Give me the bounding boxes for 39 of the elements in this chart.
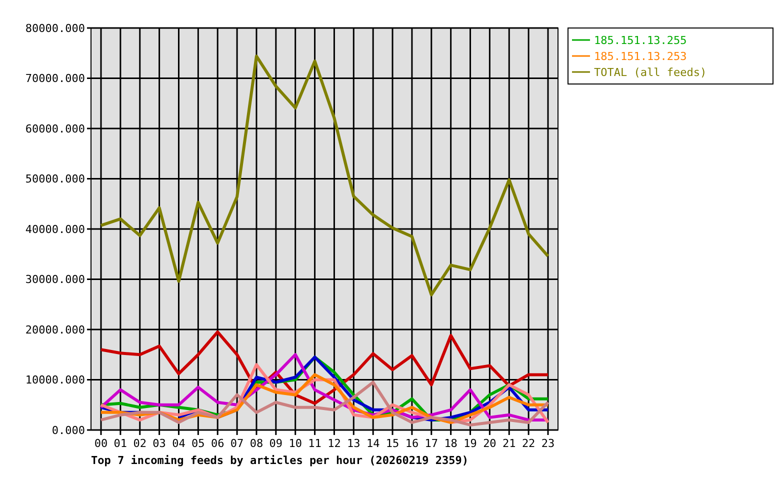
x-tick-label: 13 <box>347 437 360 450</box>
x-tick-label: 15 <box>386 437 400 450</box>
x-tick-label: 02 <box>133 437 146 450</box>
x-tick-label: 06 <box>210 437 224 450</box>
y-tick-label: 50000.000 <box>25 172 85 186</box>
x-tick-label: 10 <box>288 437 302 450</box>
legend-label: TOTAL (all feeds) <box>594 66 707 79</box>
y-tick-label: 70000.000 <box>25 72 85 86</box>
line-series <box>100 54 550 296</box>
x-tick-label: 01 <box>114 437 128 450</box>
x-tick-label: 00 <box>94 437 108 450</box>
y-tick-label: 80000.000 <box>25 22 85 35</box>
legend-label: 185.151.13.253 <box>594 50 687 63</box>
y-tick-label: 20000.000 <box>25 323 85 336</box>
legend-label: 185.151.13.255 <box>594 34 687 47</box>
x-tick-label: 16 <box>405 437 419 450</box>
y-tick-label: 0.000 <box>52 424 85 437</box>
x-tick-label: 04 <box>172 437 186 450</box>
x-tick-label: 11 <box>308 437 322 450</box>
x-tick-label: 18 <box>444 437 458 450</box>
x-tick-label: 05 <box>192 437 205 450</box>
y-tick-label: 10000.000 <box>25 374 85 387</box>
x-tick-label: 12 <box>328 437 341 450</box>
y-tick-label: 60000.000 <box>25 122 85 136</box>
x-tick-label: 07 <box>230 437 244 450</box>
x-tick-label: 14 <box>366 437 380 450</box>
x-tick-label: 08 <box>250 437 264 450</box>
x-tick-label: 20 <box>483 437 496 450</box>
x-tick-label: 21 <box>502 437 516 450</box>
y-tick-label: 40000.000 <box>25 222 85 236</box>
text: Top 7 incoming feeds by articles per hour (20260219 2359) <box>91 454 468 467</box>
x-tick-label: 09 <box>269 437 283 450</box>
x-tick-label: 03 <box>152 437 166 450</box>
x-tick-label: 22 <box>522 437 536 450</box>
x-tick-label: 17 <box>424 437 438 450</box>
line-series <box>100 380 550 426</box>
x-tick-label: 19 <box>464 437 477 450</box>
x-tick-label: 23 <box>541 437 555 450</box>
y-tick-label: 30000.000 <box>25 273 85 286</box>
